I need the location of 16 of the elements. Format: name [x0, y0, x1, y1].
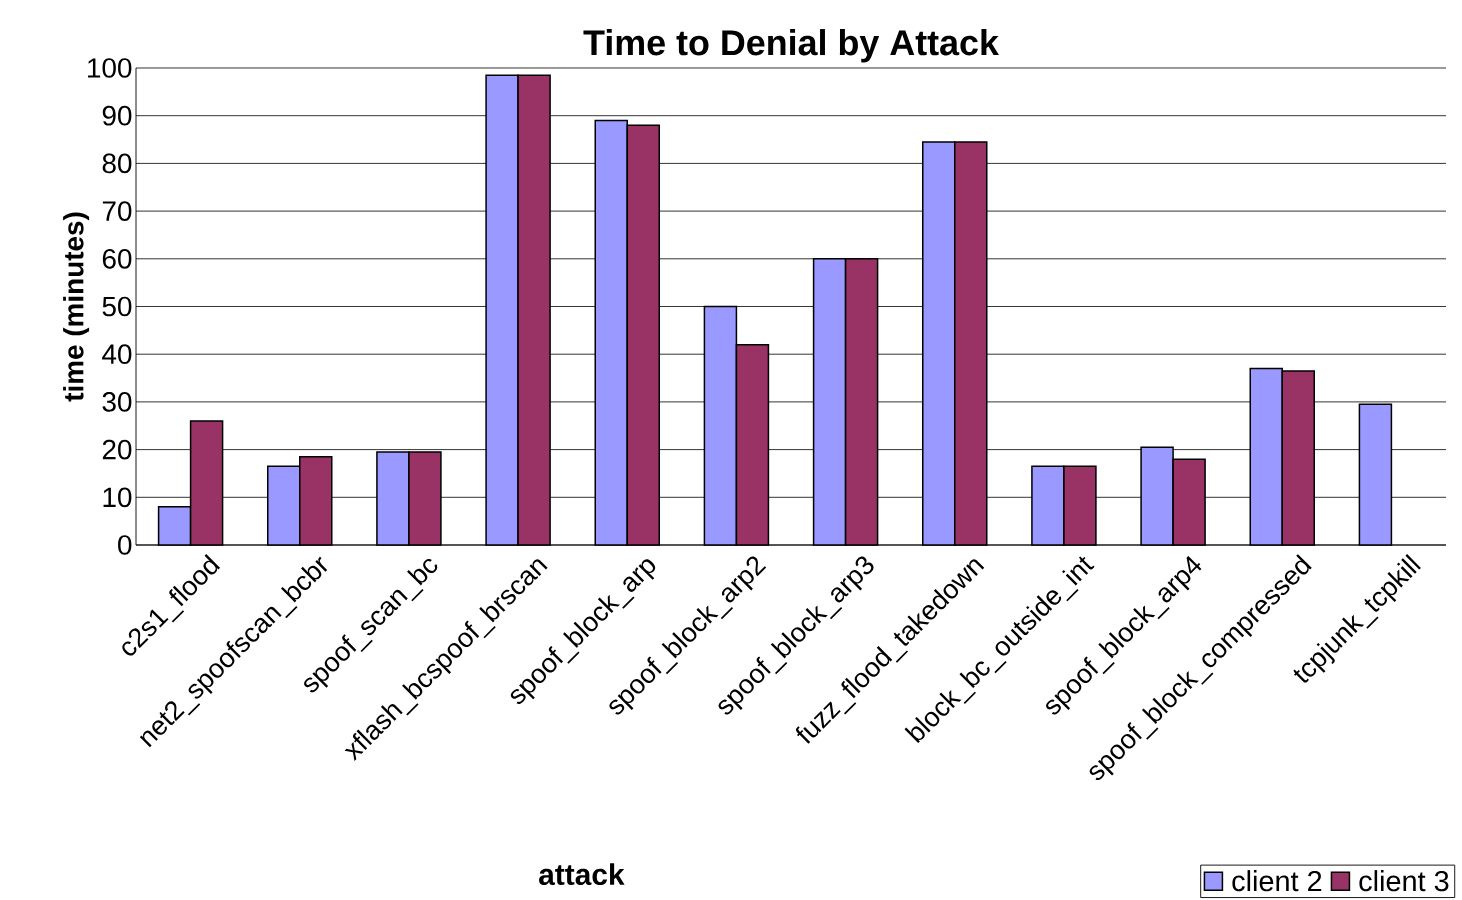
y-tick-label: 0	[118, 535, 132, 555]
y-tick-label: 30	[102, 392, 132, 412]
y-tick-label: 100	[88, 58, 132, 78]
y-tick-label: 50	[102, 296, 132, 317]
chart-title: Time to Denial by Attack	[583, 29, 999, 63]
x-axis-title: attack	[539, 863, 625, 886]
legend-label: client 2	[1232, 870, 1322, 892]
y-tick-label: 40	[102, 344, 132, 365]
y-tick-label: 80	[102, 153, 132, 174]
y-tick-label: 10	[103, 487, 132, 508]
y-axis-title: time (minutes)	[63, 212, 90, 402]
y-tick-label: 20	[102, 439, 132, 460]
y-tick-label: 70	[102, 201, 132, 221]
y-tick-label: 60	[102, 248, 132, 269]
y-tick-label: 90	[102, 105, 132, 126]
legend-label: client 3	[1359, 870, 1449, 892]
